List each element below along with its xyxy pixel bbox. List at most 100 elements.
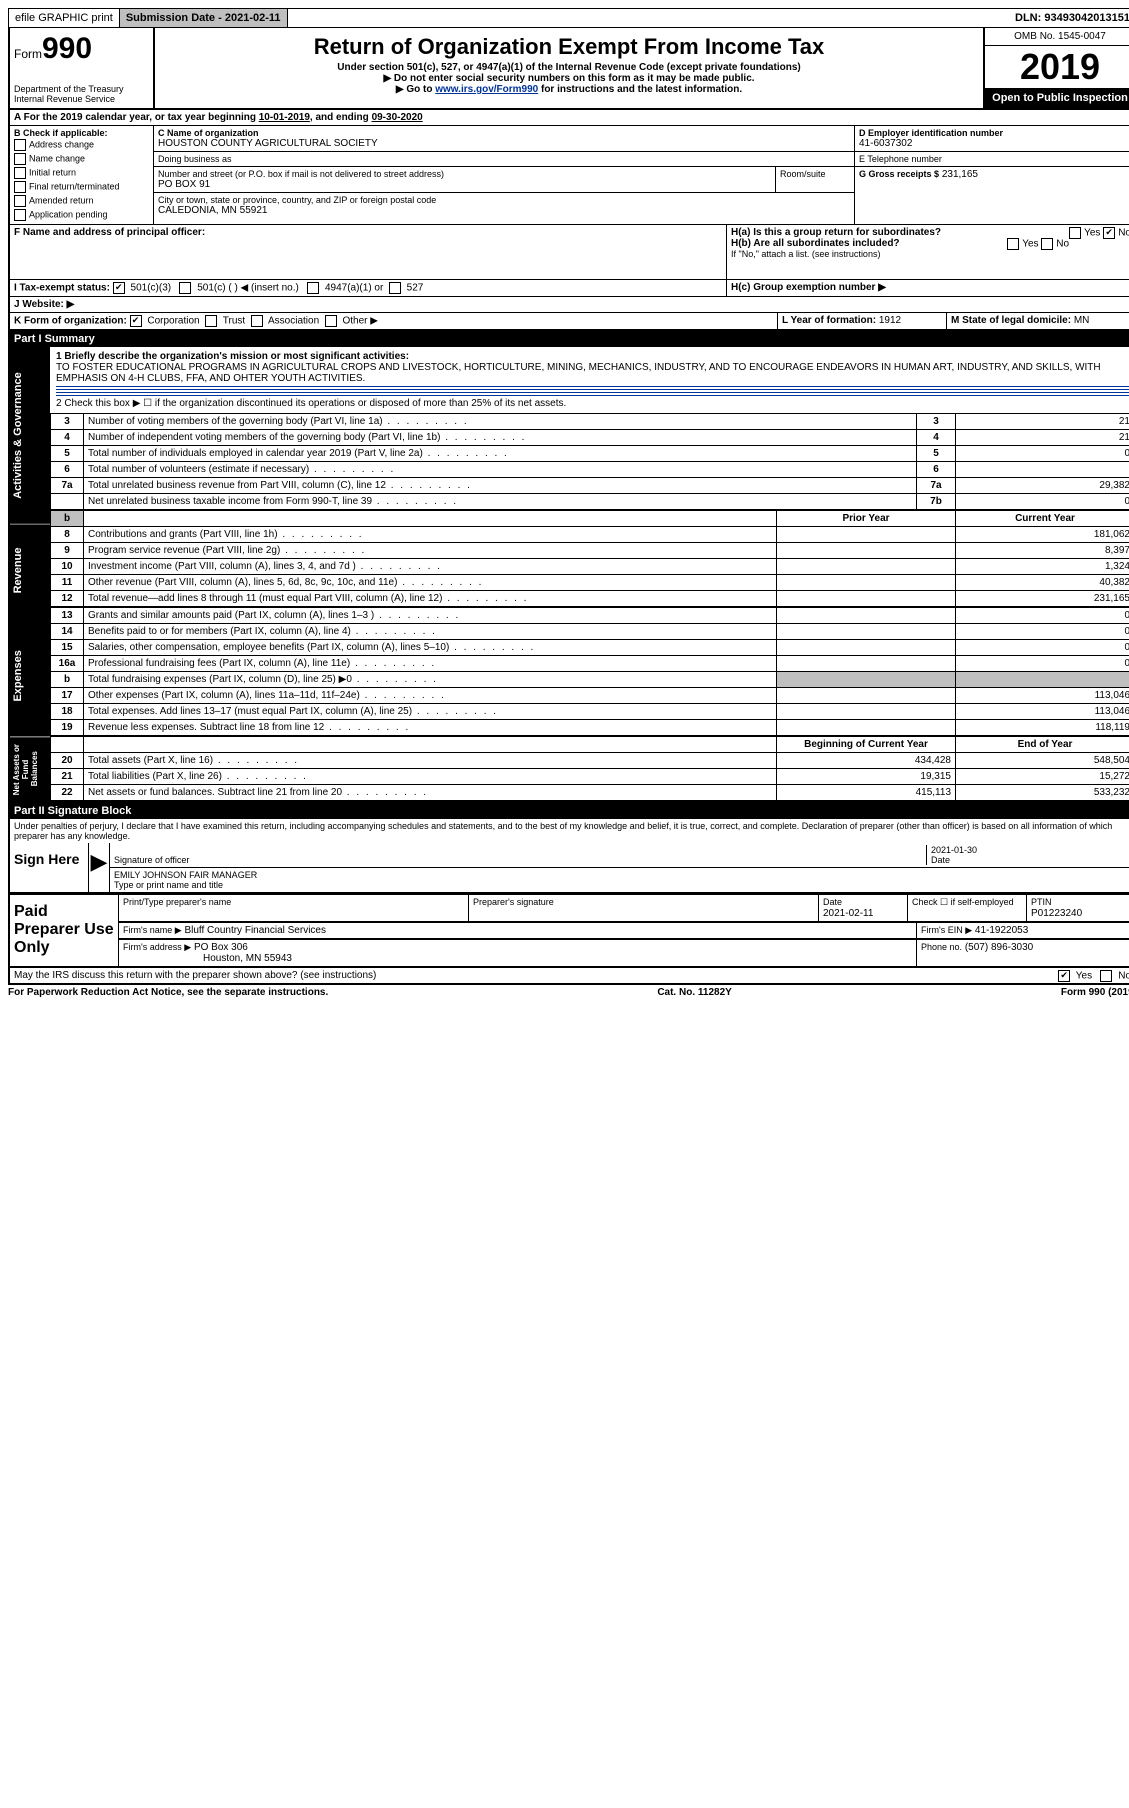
ptin-value: P01223240 <box>1031 908 1082 919</box>
table-row: 16aProfessional fundraising fees (Part I… <box>51 656 1129 672</box>
table-row: 7aTotal unrelated business revenue from … <box>51 478 1129 494</box>
subtitle-3: ▶ Go to www.irs.gov/Form990 for instruct… <box>163 84 975 95</box>
header-center: Return of Organization Exempt From Incom… <box>155 28 983 108</box>
dln-label: DLN: 93493042013151 <box>1009 9 1129 27</box>
header-left: Form990 Department of the Treasury Inter… <box>10 28 155 108</box>
box-deg: D Employer identification number 41-6037… <box>855 126 1129 225</box>
hb-note: If "No," attach a list. (see instruction… <box>731 249 1129 259</box>
chk-name-change[interactable]: Name change <box>14 153 149 165</box>
part1-body: Activities & Governance Revenue Expenses… <box>8 347 1129 803</box>
box-i: I Tax-exempt status: 501(c)(3) 501(c) ( … <box>10 280 727 297</box>
chk-4947[interactable] <box>307 282 319 294</box>
chk-527[interactable] <box>389 282 401 294</box>
self-employed-check[interactable]: Check ☐ if self-employed <box>912 897 1014 907</box>
preparer-date: 2021-02-11 <box>823 908 873 919</box>
box-b-checkboxes: B Check if applicable: Address change Na… <box>10 126 154 225</box>
table-row: 19Revenue less expenses. Subtract line 1… <box>51 720 1129 736</box>
sign-here-label: Sign Here <box>10 843 89 892</box>
officer-name: EMILY JOHNSON FAIR MANAGERType or print … <box>110 868 1129 892</box>
part1-header: Part I Summary <box>8 331 1129 347</box>
tax-year: 2019 <box>985 46 1129 88</box>
table-row: 12Total revenue—add lines 8 through 11 (… <box>51 591 1129 607</box>
firm-phone: Phone no. (507) 896-3030 <box>917 940 1129 966</box>
table-row: 11Other revenue (Part VIII, column (A), … <box>51 575 1129 591</box>
table-row: 13Grants and similar amounts paid (Part … <box>51 608 1129 624</box>
footer-left: For Paperwork Reduction Act Notice, see … <box>8 987 328 998</box>
officer-signature-line[interactable]: Signature of officer <box>114 845 926 865</box>
discuss-yes[interactable] <box>1058 970 1070 982</box>
gross-receipts-value: 231,165 <box>942 169 978 180</box>
discuss-no[interactable] <box>1100 970 1112 982</box>
table-row: 15Salaries, other compensation, employee… <box>51 640 1129 656</box>
chk-initial-return[interactable]: Initial return <box>14 167 149 179</box>
table-row: 9Program service revenue (Part VIII, lin… <box>51 543 1129 559</box>
form-title: Return of Organization Exempt From Incom… <box>163 34 975 60</box>
org-name: HOUSTON COUNTY AGRICULTURAL SOCIETY <box>158 138 850 149</box>
revenue-table: b Prior Year Current Year 8Contributions… <box>50 510 1129 607</box>
table-row: 4Number of independent voting members of… <box>51 430 1129 446</box>
col-current: Current Year <box>956 511 1129 527</box>
chk-association[interactable] <box>251 315 263 327</box>
paid-preparer-block: Paid Preparer Use Only Print/Type prepar… <box>8 895 1129 968</box>
chk-final-return[interactable]: Final return/terminated <box>14 181 149 193</box>
b-cell: b <box>51 511 84 527</box>
header-right: OMB No. 1545-0047 2019 Open to Public In… <box>983 28 1129 108</box>
sign-date: 2021-01-30Date <box>926 845 1129 865</box>
box-h: H(a) Is this a group return for subordin… <box>727 225 1129 280</box>
box-c: C Name of organization HOUSTON COUNTY AG… <box>154 126 855 225</box>
box-m: M State of legal domicile: MN <box>947 313 1129 329</box>
irs-link[interactable]: www.irs.gov/Form990 <box>435 84 538 95</box>
governance-table: 3Number of voting members of the governi… <box>50 413 1129 510</box>
addr-label: Number and street (or P.O. box if mail i… <box>158 169 771 179</box>
tab-revenue: Revenue <box>10 524 50 616</box>
perjury-text: Under penalties of perjury, I declare th… <box>8 819 1129 843</box>
box-l: L Year of formation: 1912 <box>778 313 947 329</box>
form-header: Form990 Department of the Treasury Inter… <box>8 28 1129 110</box>
footer-mid: Cat. No. 11282Y <box>657 987 731 998</box>
table-row: 20Total assets (Part X, line 16)434,4285… <box>51 753 1129 769</box>
chk-amended-return[interactable]: Amended return <box>14 195 149 207</box>
city-label: City or town, state or province, country… <box>158 195 850 205</box>
table-row: 10Investment income (Part VIII, column (… <box>51 559 1129 575</box>
chk-address-change[interactable]: Address change <box>14 139 149 151</box>
col-end: End of Year <box>956 737 1129 753</box>
table-row: 8Contributions and grants (Part VIII, li… <box>51 527 1129 543</box>
chk-501c3[interactable] <box>113 282 125 294</box>
expenses-table: 13Grants and similar amounts paid (Part … <box>50 607 1129 736</box>
box-b-label: B Check if applicable: <box>14 128 149 138</box>
hb: H(b) Are all subordinates included? Yes … <box>731 238 1129 249</box>
part2-header: Part II Signature Block <box>8 803 1129 819</box>
sign-arrow-icon: ▶ <box>89 843 110 892</box>
public-inspection: Open to Public Inspection <box>985 88 1129 108</box>
line2: 2 Check this box ▶ ☐ if the organization… <box>56 398 1129 409</box>
chk-application-pending[interactable]: Application pending <box>14 209 149 221</box>
ein-value: 41-6037302 <box>859 138 1129 149</box>
box-f: F Name and address of principal officer: <box>10 225 727 280</box>
chk-trust[interactable] <box>205 315 217 327</box>
box-k: K Form of organization: Corporation Trus… <box>10 313 778 329</box>
footer-right: Form 990 (2019) <box>1061 987 1129 998</box>
mission-text: TO FOSTER EDUCATIONAL PROGRAMS IN AGRICU… <box>56 362 1129 384</box>
subtitle-2: ▶ Do not enter social security numbers o… <box>163 73 975 84</box>
efile-label: efile GRAPHIC print <box>9 9 120 27</box>
gross-receipts-label: G Gross receipts $ <box>859 169 939 179</box>
box-j: J Website: ▶ <box>10 297 1129 313</box>
room-label: Room/suite <box>780 169 850 179</box>
table-row: Net unrelated business taxable income fr… <box>51 494 1129 510</box>
submission-date-button[interactable]: Submission Date - 2021-02-11 <box>120 9 288 27</box>
discuss-line: May the IRS discuss this return with the… <box>8 968 1129 985</box>
tab-expenses: Expenses <box>10 616 50 737</box>
tab-netassets: Net Assets or Fund Balances <box>10 737 50 801</box>
table-row: 18Total expenses. Add lines 13–17 (must … <box>51 704 1129 720</box>
chk-corporation[interactable] <box>130 315 142 327</box>
dba-label: Doing business as <box>158 154 850 164</box>
table-row: bTotal fundraising expenses (Part IX, co… <box>51 672 1129 688</box>
top-bar: efile GRAPHIC print Submission Date - 20… <box>8 8 1129 28</box>
chk-501c[interactable] <box>179 282 191 294</box>
city-state-zip: CALEDONIA, MN 55921 <box>158 205 850 216</box>
ein-label: D Employer identification number <box>859 128 1129 138</box>
preparer-name-label: Print/Type preparer's name <box>123 897 231 907</box>
chk-other[interactable] <box>325 315 337 327</box>
page-footer: For Paperwork Reduction Act Notice, see … <box>8 985 1129 1000</box>
firm-name: Firm's name ▶ Bluff Country Financial Se… <box>119 923 917 939</box>
